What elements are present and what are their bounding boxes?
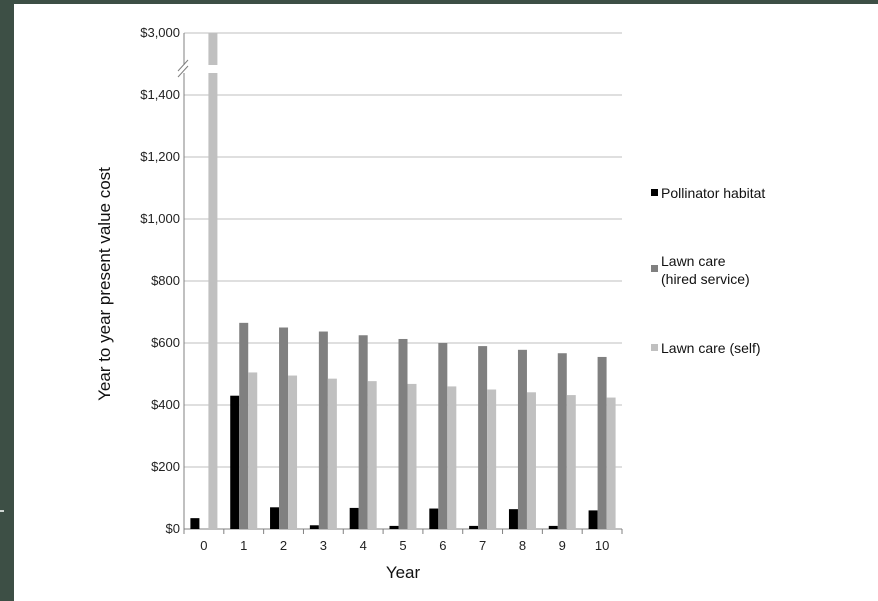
bar-pollinator-habitat-7 <box>469 525 479 529</box>
bar-pollinator-habitat-6 <box>429 508 439 529</box>
bar-lawn-care-7 <box>478 346 488 529</box>
bar-pollinator-habitat-1 <box>230 395 240 529</box>
bar-chart: $0 $200 $400 $600 $800 $1,000 $1,200 $1,400 $3,0… <box>95 25 765 582</box>
legend-label: Lawn care (self) <box>661 340 761 356</box>
x-tick-label: 6 <box>439 538 446 553</box>
legend-label: Pollinator habitat <box>661 185 765 201</box>
bar-lawn-care-self--8 <box>526 392 536 529</box>
bar-lawn-care-self--7 <box>487 389 497 529</box>
legend-label: Lawn care <box>661 253 726 269</box>
y-tick-label: $1,200 <box>140 149 180 164</box>
x-tick-label: 8 <box>519 538 526 553</box>
bar-lawn-care-8 <box>517 349 527 529</box>
legend-swatch <box>651 344 658 351</box>
bar-pollinator-habitat-3 <box>309 525 319 529</box>
x-tick-label: 7 <box>479 538 486 553</box>
x-tick-label: 4 <box>360 538 367 553</box>
bar-pollinator-habitat-8 <box>508 509 518 529</box>
axis-break-gap <box>176 65 192 73</box>
bar-lawn-care-4 <box>358 335 368 529</box>
bar-pollinator-habitat-10 <box>588 510 598 529</box>
axis-break-mark <box>177 59 189 72</box>
page-edge-mark <box>0 510 4 512</box>
bar-pollinator-habitat-0 <box>190 518 200 529</box>
x-tick-label: 3 <box>320 538 327 553</box>
bar-lawn-care-2 <box>279 327 289 529</box>
bar-lawn-care-3 <box>318 331 328 529</box>
legend-label: (hired service) <box>661 271 750 287</box>
y-tick-label: $1,400 <box>140 87 180 102</box>
y-tick-label: $3,000 <box>140 25 180 40</box>
legend-swatch <box>651 265 658 272</box>
bar-lawn-care-self--1 <box>248 372 258 529</box>
bar-lawn-care-self--10 <box>606 397 616 529</box>
y-tick-label: $600 <box>151 335 180 350</box>
bar-pollinator-habitat-5 <box>389 525 399 529</box>
bar-pollinator-habitat-9 <box>548 525 558 529</box>
bar-lawn-care-9 <box>557 353 567 529</box>
bar-lawn-care-self--6 <box>447 386 457 529</box>
bar-pollinator-habitat-4 <box>349 507 359 529</box>
bar-lawn-care-1 <box>239 322 249 529</box>
y-axis-title: Year to year present value cost <box>95 167 114 401</box>
bar-lawn-care-10 <box>597 356 607 529</box>
axis-break-mark <box>177 65 189 78</box>
y-tick-label: $0 <box>166 521 180 536</box>
y-tick-label: $1,000 <box>140 211 180 226</box>
bar-lawn-care-self--5 <box>407 383 417 529</box>
x-tick-label: 0 <box>200 538 207 553</box>
y-tick-label: $200 <box>151 459 180 474</box>
x-tick-label: 5 <box>399 538 406 553</box>
x-axis-title: Year <box>386 563 421 582</box>
y-tick-label: $400 <box>151 397 180 412</box>
bar-pollinator-habitat-2 <box>270 507 280 529</box>
y-tick-label: $800 <box>151 273 180 288</box>
bar-lawn-care-self--3 <box>327 378 337 529</box>
chart-canvas: $0 $200 $400 $600 $800 $1,000 $1,200 $1,400 $3,0… <box>14 4 878 601</box>
bar-break-gap <box>207 65 219 73</box>
bar-lawn-care-5 <box>398 338 408 529</box>
bar-lawn-care-self--9 <box>566 395 576 529</box>
x-tick-label: 10 <box>595 538 609 553</box>
bar-lawn-care-6 <box>438 343 448 529</box>
bar-lawn-care-self--4 <box>367 381 377 529</box>
bar-lawn-care-self--2 <box>288 375 298 529</box>
x-tick-label: 9 <box>559 538 566 553</box>
x-tick-label: 1 <box>240 538 247 553</box>
legend-swatch <box>651 189 658 196</box>
x-tick-label: 2 <box>280 538 287 553</box>
bar-lawn-care-self--0 <box>208 33 218 529</box>
